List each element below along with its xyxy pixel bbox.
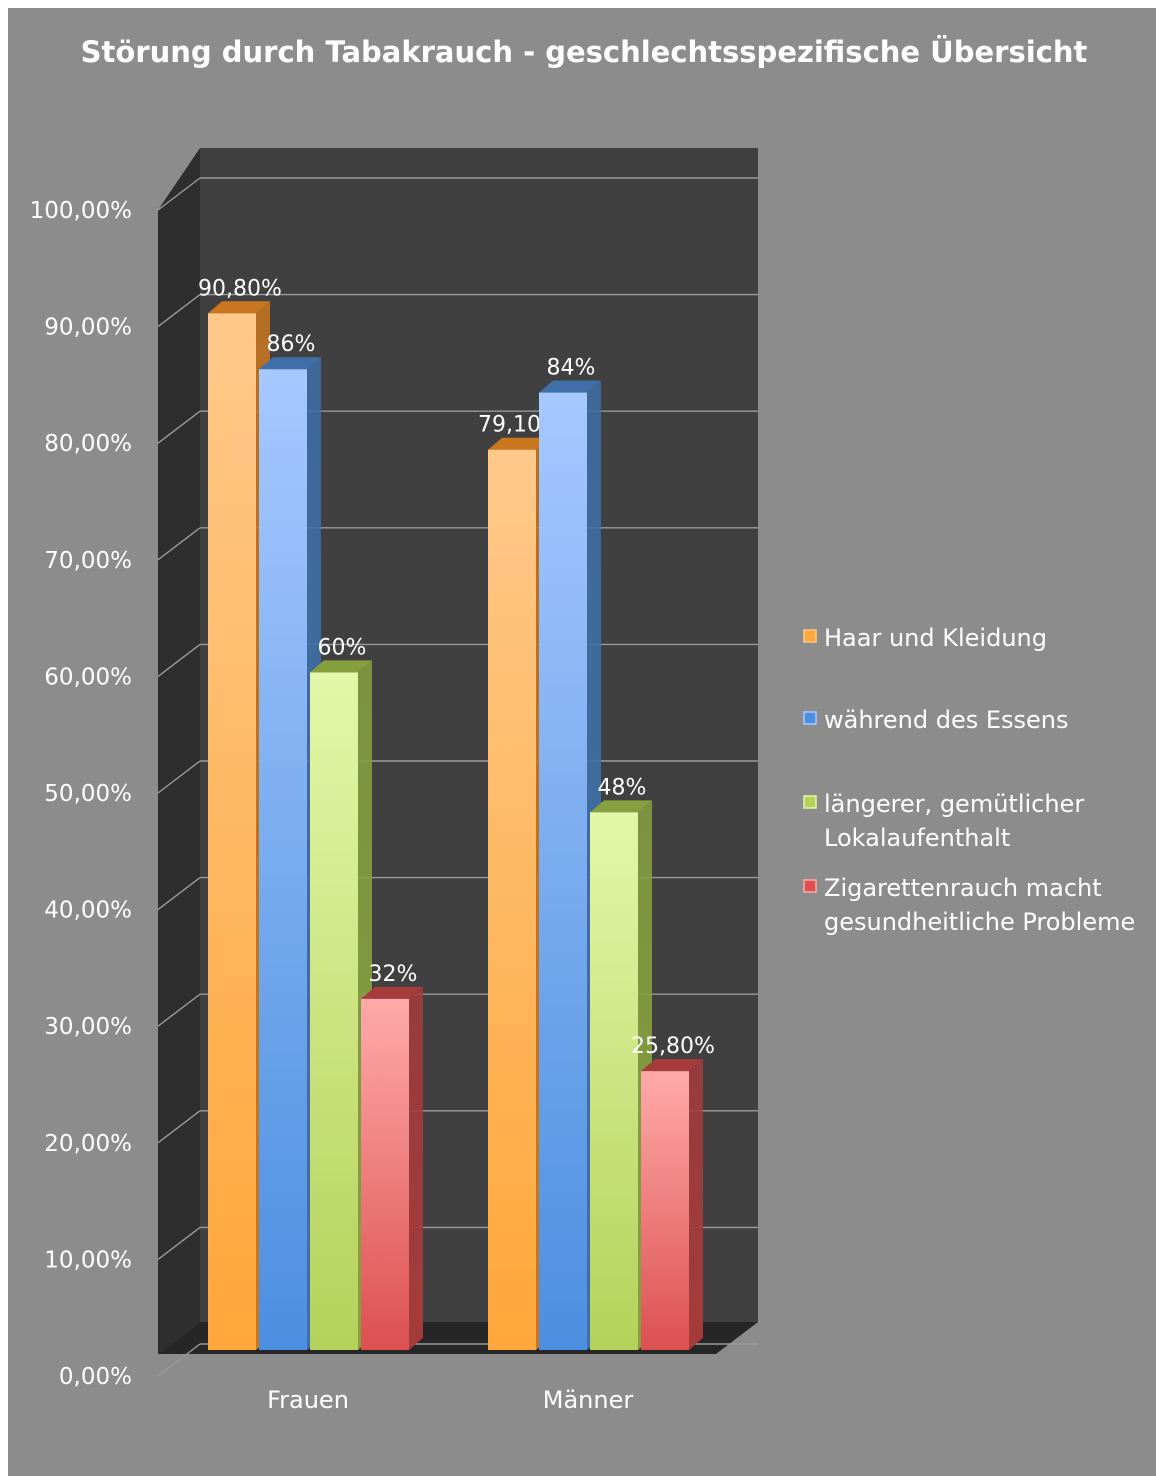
gridline-side: [157, 294, 201, 328]
data-label: 48%: [598, 775, 647, 800]
y-tick-label: 50,00%: [44, 781, 132, 807]
bar-side: [689, 1059, 703, 1350]
data-label: 84%: [547, 356, 596, 381]
legend-label: gesundheitliche Probleme: [824, 908, 1135, 936]
y-tick-label: 10,00%: [44, 1247, 132, 1273]
data-label: 25,80%: [631, 1034, 715, 1059]
bar-top: [208, 301, 270, 314]
bar-top: [488, 437, 550, 450]
data-label: 32%: [369, 962, 418, 987]
chart-frame: Störung durch Tabakrauch - geschlechtssp…: [8, 8, 1156, 1476]
bar: [208, 313, 256, 1351]
y-tick-label: 40,00%: [44, 898, 132, 924]
bar-chart: Störung durch Tabakrauch - geschlechtssp…: [30, 35, 1136, 1414]
gridline-side: [157, 1110, 201, 1144]
data-label: 60%: [318, 635, 367, 660]
y-tick-label: 30,00%: [44, 1014, 132, 1040]
legend-swatch: [803, 795, 817, 809]
legend-label: längerer, gemütlicher: [824, 790, 1084, 818]
bar: [641, 1071, 689, 1350]
gridline-side: [157, 410, 201, 444]
bar-top: [259, 357, 321, 370]
bar: [590, 812, 638, 1350]
gridline-side: [157, 1226, 201, 1260]
y-tick-label: 80,00%: [44, 431, 132, 457]
y-tick-label: 70,00%: [44, 548, 132, 574]
data-label: 86%: [267, 332, 316, 357]
gridline-side: [157, 527, 201, 561]
y-tick-label: 60,00%: [44, 664, 132, 690]
gridline-side: [157, 177, 201, 211]
legend-swatch: [803, 711, 817, 725]
bar: [310, 672, 358, 1350]
x-category-label: Frauen: [267, 1386, 349, 1414]
bar-top: [590, 800, 652, 813]
y-tick-label: 90,00%: [44, 315, 132, 341]
legend-label: Zigarettenrauch macht: [824, 874, 1102, 902]
gridline-side: [157, 877, 201, 911]
bar-top: [539, 380, 601, 393]
bar: [259, 369, 307, 1350]
x-category-label: Männer: [543, 1386, 634, 1414]
legend-swatch: [803, 629, 817, 643]
bar-top: [641, 1059, 703, 1072]
legend-label: während des Essens: [824, 706, 1069, 734]
data-label: 90,80%: [198, 276, 282, 301]
gridline-side: [157, 993, 201, 1027]
gridline-side: [157, 760, 201, 794]
bar-side: [409, 986, 423, 1350]
chart-title: Störung durch Tabakrauch - geschlechtssp…: [81, 35, 1088, 69]
gridline-side: [157, 1343, 201, 1377]
bar: [488, 449, 536, 1351]
bar: [361, 998, 409, 1350]
y-tick-label: 20,00%: [44, 1131, 132, 1157]
bar-top: [310, 660, 372, 673]
gridline-side: [157, 643, 201, 677]
y-tick-label: 100,00%: [30, 198, 132, 224]
y-tick-label: 0,00%: [59, 1364, 132, 1390]
bar: [539, 392, 587, 1350]
legend-swatch: [803, 879, 817, 893]
bar-top: [361, 986, 423, 999]
plot-side-wall: [158, 148, 200, 1354]
legend-label: Haar und Kleidung: [824, 624, 1047, 652]
legend-label: Lokalaufenthalt: [824, 824, 1010, 852]
